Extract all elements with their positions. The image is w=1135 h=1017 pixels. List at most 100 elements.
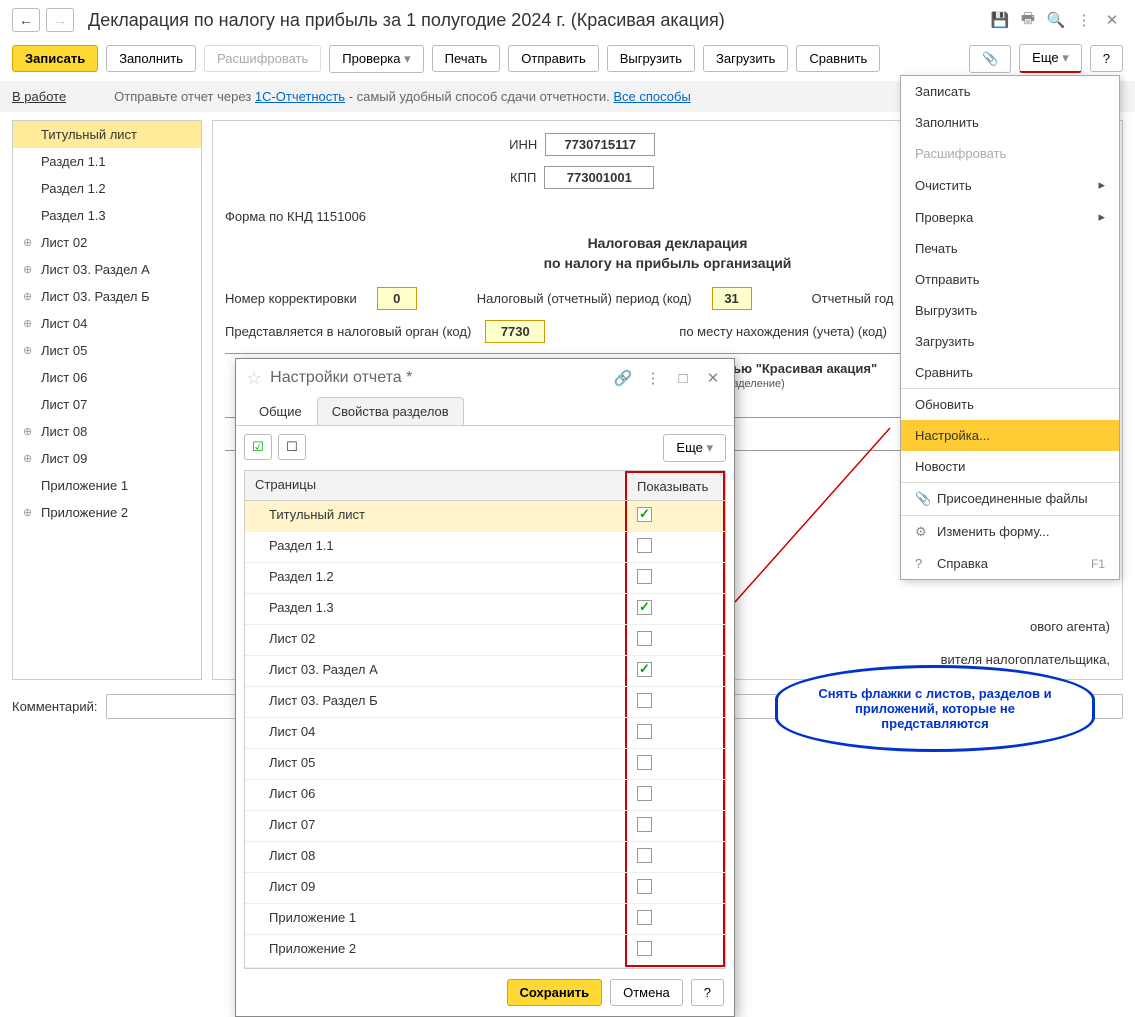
tab-sections[interactable]: Свойства разделов [317, 397, 464, 425]
sidebar-item[interactable]: ⊕Лист 02 [13, 229, 201, 256]
period-field[interactable]: 31 [712, 287, 752, 310]
menu-item[interactable]: Очистить▸ [901, 169, 1119, 201]
org-field[interactable]: 7730 [485, 320, 545, 343]
check-button[interactable]: Проверка [329, 45, 423, 73]
save-icon[interactable]: 💾 [989, 9, 1011, 31]
show-checkbox[interactable] [637, 879, 652, 894]
menu-item[interactable]: Новости [901, 451, 1119, 482]
report-link[interactable]: 1С-Отчетность [255, 89, 345, 104]
menu-item[interactable]: ?СправкаF1 [901, 548, 1119, 579]
col-page-header: Страницы [245, 471, 625, 500]
menu-item[interactable]: Настройка... [901, 420, 1119, 451]
show-checkbox[interactable] [637, 507, 652, 522]
dialog-cancel-button[interactable]: Отмена [610, 979, 683, 1006]
table-row[interactable]: Приложение 1 [245, 904, 725, 935]
preview-icon[interactable]: 🔍 [1045, 9, 1067, 31]
show-checkbox[interactable] [637, 786, 652, 801]
menu-item[interactable]: Отправить [901, 264, 1119, 295]
sidebar-item[interactable]: ⊕Лист 09 [13, 445, 201, 472]
table-row[interactable]: Лист 08 [245, 842, 725, 873]
menu-item[interactable]: 📎Присоединенные файлы [901, 483, 1119, 515]
table-row[interactable]: Лист 02 [245, 625, 725, 656]
show-checkbox[interactable] [637, 569, 652, 584]
nav-back-button[interactable]: ← [12, 8, 40, 32]
table-row[interactable]: Раздел 1.2 [245, 563, 725, 594]
dialog-more-button[interactable]: Еще [663, 434, 726, 462]
more-button[interactable]: Еще [1019, 44, 1082, 73]
table-row[interactable]: Лист 05 [245, 749, 725, 780]
table-row[interactable]: Титульный лист [245, 501, 725, 532]
send-button[interactable]: Отправить [508, 45, 598, 72]
sidebar-item[interactable]: ⊕Лист 04 [13, 310, 201, 337]
maximize-icon[interactable]: □ [672, 367, 694, 389]
show-checkbox[interactable] [637, 848, 652, 863]
menu-item[interactable]: ⚙Изменить форму... [901, 516, 1119, 548]
table-row[interactable]: Лист 04 [245, 718, 725, 749]
menu-item[interactable]: Загрузить [901, 326, 1119, 357]
sidebar-item[interactable]: Раздел 1.2 [13, 175, 201, 202]
fill-button[interactable]: Заполнить [106, 45, 196, 72]
import-button[interactable]: Загрузить [703, 45, 788, 72]
table-row[interactable]: Лист 07 [245, 811, 725, 842]
show-checkbox[interactable] [637, 662, 652, 677]
menu-item[interactable]: Проверка▸ [901, 201, 1119, 233]
sidebar-item[interactable]: Лист 07 [13, 391, 201, 418]
sidebar-item[interactable]: ⊕Лист 08 [13, 418, 201, 445]
show-checkbox[interactable] [637, 631, 652, 646]
sidebar-item[interactable]: ⊕Лист 03. Раздел Б [13, 283, 201, 310]
close-icon[interactable]: ✕ [1101, 9, 1123, 31]
table-row[interactable]: Лист 09 [245, 873, 725, 904]
attach-button[interactable]: 📎 [969, 45, 1011, 73]
tab-general[interactable]: Общие [244, 397, 317, 425]
show-checkbox[interactable] [637, 817, 652, 832]
sidebar-item[interactable]: Лист 06 [13, 364, 201, 391]
corr-field[interactable]: 0 [377, 287, 417, 310]
dialog-close-icon[interactable]: ✕ [702, 367, 724, 389]
kebab-icon[interactable]: ⋮ [1073, 9, 1095, 31]
show-checkbox[interactable] [637, 755, 652, 770]
table-row[interactable]: Лист 03. Раздел А [245, 656, 725, 687]
show-checkbox[interactable] [637, 724, 652, 739]
table-row[interactable]: Раздел 1.1 [245, 532, 725, 563]
show-checkbox[interactable] [637, 600, 652, 615]
help-button[interactable]: ? [1090, 45, 1123, 72]
show-checkbox[interactable] [637, 693, 652, 708]
menu-item[interactable]: Печать [901, 233, 1119, 264]
table-row[interactable]: Приложение 2 [245, 935, 725, 968]
table-row[interactable]: Раздел 1.3 [245, 594, 725, 625]
dialog-kebab-icon[interactable]: ⋮ [642, 367, 664, 389]
save-button[interactable]: Записать [12, 45, 98, 72]
dialog-save-button[interactable]: Сохранить [507, 979, 603, 1006]
menu-item[interactable]: Записать [901, 76, 1119, 107]
sidebar-item[interactable]: Раздел 1.3 [13, 202, 201, 229]
sidebar-item[interactable]: ⊕Приложение 2 [13, 499, 201, 526]
compare-button[interactable]: Сравнить [796, 45, 880, 72]
export-button[interactable]: Выгрузить [607, 45, 695, 72]
menu-item[interactable]: Сравнить [901, 357, 1119, 388]
menu-item[interactable]: Обновить [901, 389, 1119, 420]
status-label[interactable]: В работе [12, 89, 66, 104]
sidebar-item[interactable]: ⊕Лист 05 [13, 337, 201, 364]
dialog-help-button[interactable]: ? [691, 979, 724, 1006]
sidebar-item[interactable]: Титульный лист [13, 121, 201, 148]
sidebar-item[interactable]: ⊕Лист 03. Раздел А [13, 256, 201, 283]
menu-item[interactable]: Заполнить [901, 107, 1119, 138]
check-all-button[interactable]: ☑ [244, 434, 272, 460]
uncheck-all-button[interactable]: ☐ [278, 434, 306, 460]
nav-forward-button[interactable]: → [46, 8, 74, 32]
show-checkbox[interactable] [637, 941, 652, 956]
print-icon[interactable]: 🖶 [1017, 9, 1039, 31]
star-icon[interactable]: ☆ [246, 368, 262, 389]
show-checkbox[interactable] [637, 910, 652, 925]
table-row[interactable]: Лист 06 [245, 780, 725, 811]
show-checkbox[interactable] [637, 538, 652, 553]
inn-field[interactable]: 7730715117 [545, 133, 655, 156]
table-row[interactable]: Лист 03. Раздел Б [245, 687, 725, 718]
sidebar-item[interactable]: Приложение 1 [13, 472, 201, 499]
print-button[interactable]: Печать [432, 45, 501, 72]
sidebar-item[interactable]: Раздел 1.1 [13, 148, 201, 175]
menu-item[interactable]: Выгрузить [901, 295, 1119, 326]
link-icon[interactable]: 🔗 [612, 367, 634, 389]
methods-link[interactable]: Все способы [613, 89, 690, 104]
kpp-field[interactable]: 773001001 [544, 166, 654, 189]
